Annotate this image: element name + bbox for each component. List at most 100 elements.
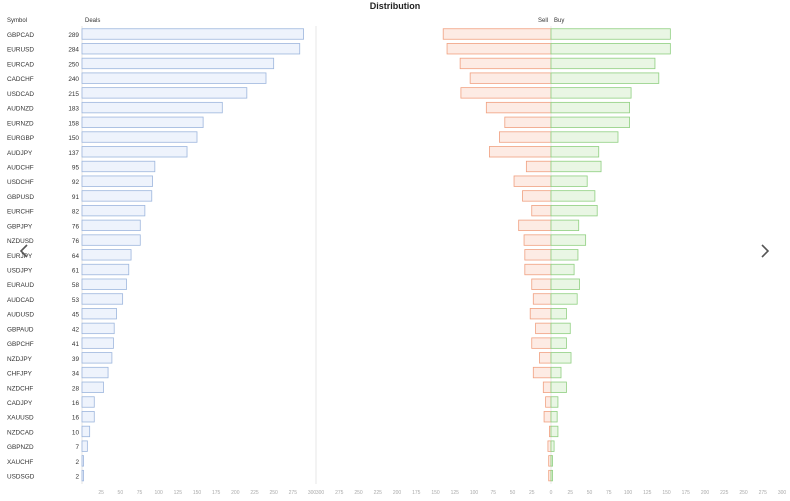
buy-bar (550, 160, 602, 173)
deals-bar (81, 160, 156, 173)
symbol-label: AUDUSD (7, 312, 34, 319)
symbol-label: NZDCHF (7, 385, 33, 392)
deals-bar (81, 278, 127, 290)
sell-bar (522, 190, 552, 202)
symbol-label: CHFJPY (7, 371, 33, 378)
buy-header: Buy (554, 18, 564, 24)
sell-bar (499, 131, 552, 143)
deals-header: Deals (85, 18, 100, 24)
buy-bar (550, 322, 571, 335)
sell-buy-tick-label: 125 (643, 490, 652, 496)
deals-bar (81, 101, 223, 114)
buy-bar (550, 87, 632, 99)
buy-bar (550, 57, 656, 70)
deals-bar (81, 293, 124, 305)
sell-header: Sell (538, 18, 548, 24)
deals-tick-label: 50 (118, 490, 124, 496)
deals-bar (81, 455, 84, 467)
symbol-label: GBPAUD (7, 326, 34, 333)
sell-buy-tick-label: 100 (624, 490, 633, 496)
symbol-label: EURGBP (7, 135, 34, 142)
symbol-label: AUDCHF (7, 164, 34, 171)
sell-buy-tick-label: 300 (316, 490, 325, 496)
buy-bar (550, 204, 598, 217)
sell-bar (547, 440, 552, 452)
sell-bar (545, 396, 552, 408)
deals-value-label: 53 (72, 297, 80, 304)
deals-tick-label: 200 (231, 490, 240, 496)
symbol-label: GBPNZD (7, 444, 34, 451)
deals-value-label: 215 (68, 91, 79, 98)
symbol-label: AUDNZD (7, 106, 34, 113)
chevron-left-icon[interactable] (16, 241, 32, 261)
sell-buy-tick-label: 50 (587, 490, 593, 496)
deals-bar (81, 43, 301, 55)
symbol-label: EURCHF (7, 209, 34, 216)
deals-bar (81, 87, 248, 99)
deals-bar (81, 131, 198, 143)
sell-buy-tick-label: 100 (470, 490, 479, 496)
deals-value-label: 137 (68, 150, 79, 157)
deals-value-label: 39 (72, 356, 80, 363)
sell-buy-tick-label: 250 (739, 490, 748, 496)
buy-bar (550, 219, 580, 232)
sell-bar (524, 249, 552, 261)
deals-bar (81, 72, 267, 84)
sell-buy-tick-label: 275 (759, 490, 768, 496)
sell-buy-tick-label: 225 (720, 490, 729, 496)
deals-bar (81, 381, 104, 393)
deals-tick-label: 150 (193, 490, 202, 496)
deals-bar (81, 175, 153, 187)
buy-bar (550, 411, 558, 423)
symbol-label: EURNZD (7, 120, 34, 127)
buy-bar (550, 337, 567, 349)
sell-buy-tick-label: 275 (335, 490, 344, 496)
deals-value-label: 91 (72, 194, 80, 201)
deals-value-label: 2 (75, 474, 79, 481)
symbol-label: GBPUSD (7, 194, 34, 201)
deals-bar (81, 57, 275, 70)
buy-bar (550, 352, 572, 364)
sell-bar (524, 263, 552, 276)
symbol-label: NZDUSD (7, 238, 34, 245)
deals-bar (81, 263, 130, 276)
symbol-label: EURAUD (7, 282, 34, 289)
symbol-label: AUDCAD (7, 297, 34, 304)
buy-bar (550, 366, 562, 379)
sell-bar (542, 381, 552, 393)
sell-bar (543, 411, 552, 423)
deals-value-label: 92 (72, 179, 80, 186)
deals-value-label: 150 (68, 135, 79, 142)
deals-tick-label: 275 (289, 490, 298, 496)
deals-value-label: 82 (72, 209, 80, 216)
deals-value-label: 28 (72, 385, 80, 392)
deals-value-label: 289 (68, 32, 79, 39)
sell-bar (442, 28, 552, 40)
sell-bar (523, 234, 552, 246)
sell-buy-tick-label: 225 (374, 490, 383, 496)
deals-value-label: 64 (72, 253, 80, 260)
chevron-right-icon[interactable] (757, 241, 773, 261)
deals-value-label: 16 (72, 415, 80, 422)
buy-bar (550, 396, 559, 408)
sell-bar (529, 308, 552, 320)
sell-buy-tick-label: 200 (393, 490, 402, 496)
symbol-label: USDCAD (7, 91, 34, 98)
deals-bar (81, 366, 109, 379)
symbol-header: Symbol (7, 18, 27, 24)
deals-bar (81, 411, 95, 423)
deals-tick-label: 225 (250, 490, 259, 496)
symbol-label: NZDJPY (7, 356, 33, 363)
sell-bar (460, 87, 552, 99)
deals-value-label: 58 (72, 282, 80, 289)
deals-value-label: 34 (72, 371, 80, 378)
deals-bar (81, 308, 117, 320)
deals-value-label: 76 (72, 238, 80, 245)
sell-buy-tick-label: 75 (606, 490, 612, 496)
deals-tick-label: 100 (154, 490, 163, 496)
symbol-label: GBPCHF (7, 341, 34, 348)
sell-buy-panel (442, 28, 671, 482)
sell-buy-tick-label: 50 (510, 490, 516, 496)
sell-bar (459, 57, 552, 70)
deals-value-label: 10 (72, 429, 80, 436)
